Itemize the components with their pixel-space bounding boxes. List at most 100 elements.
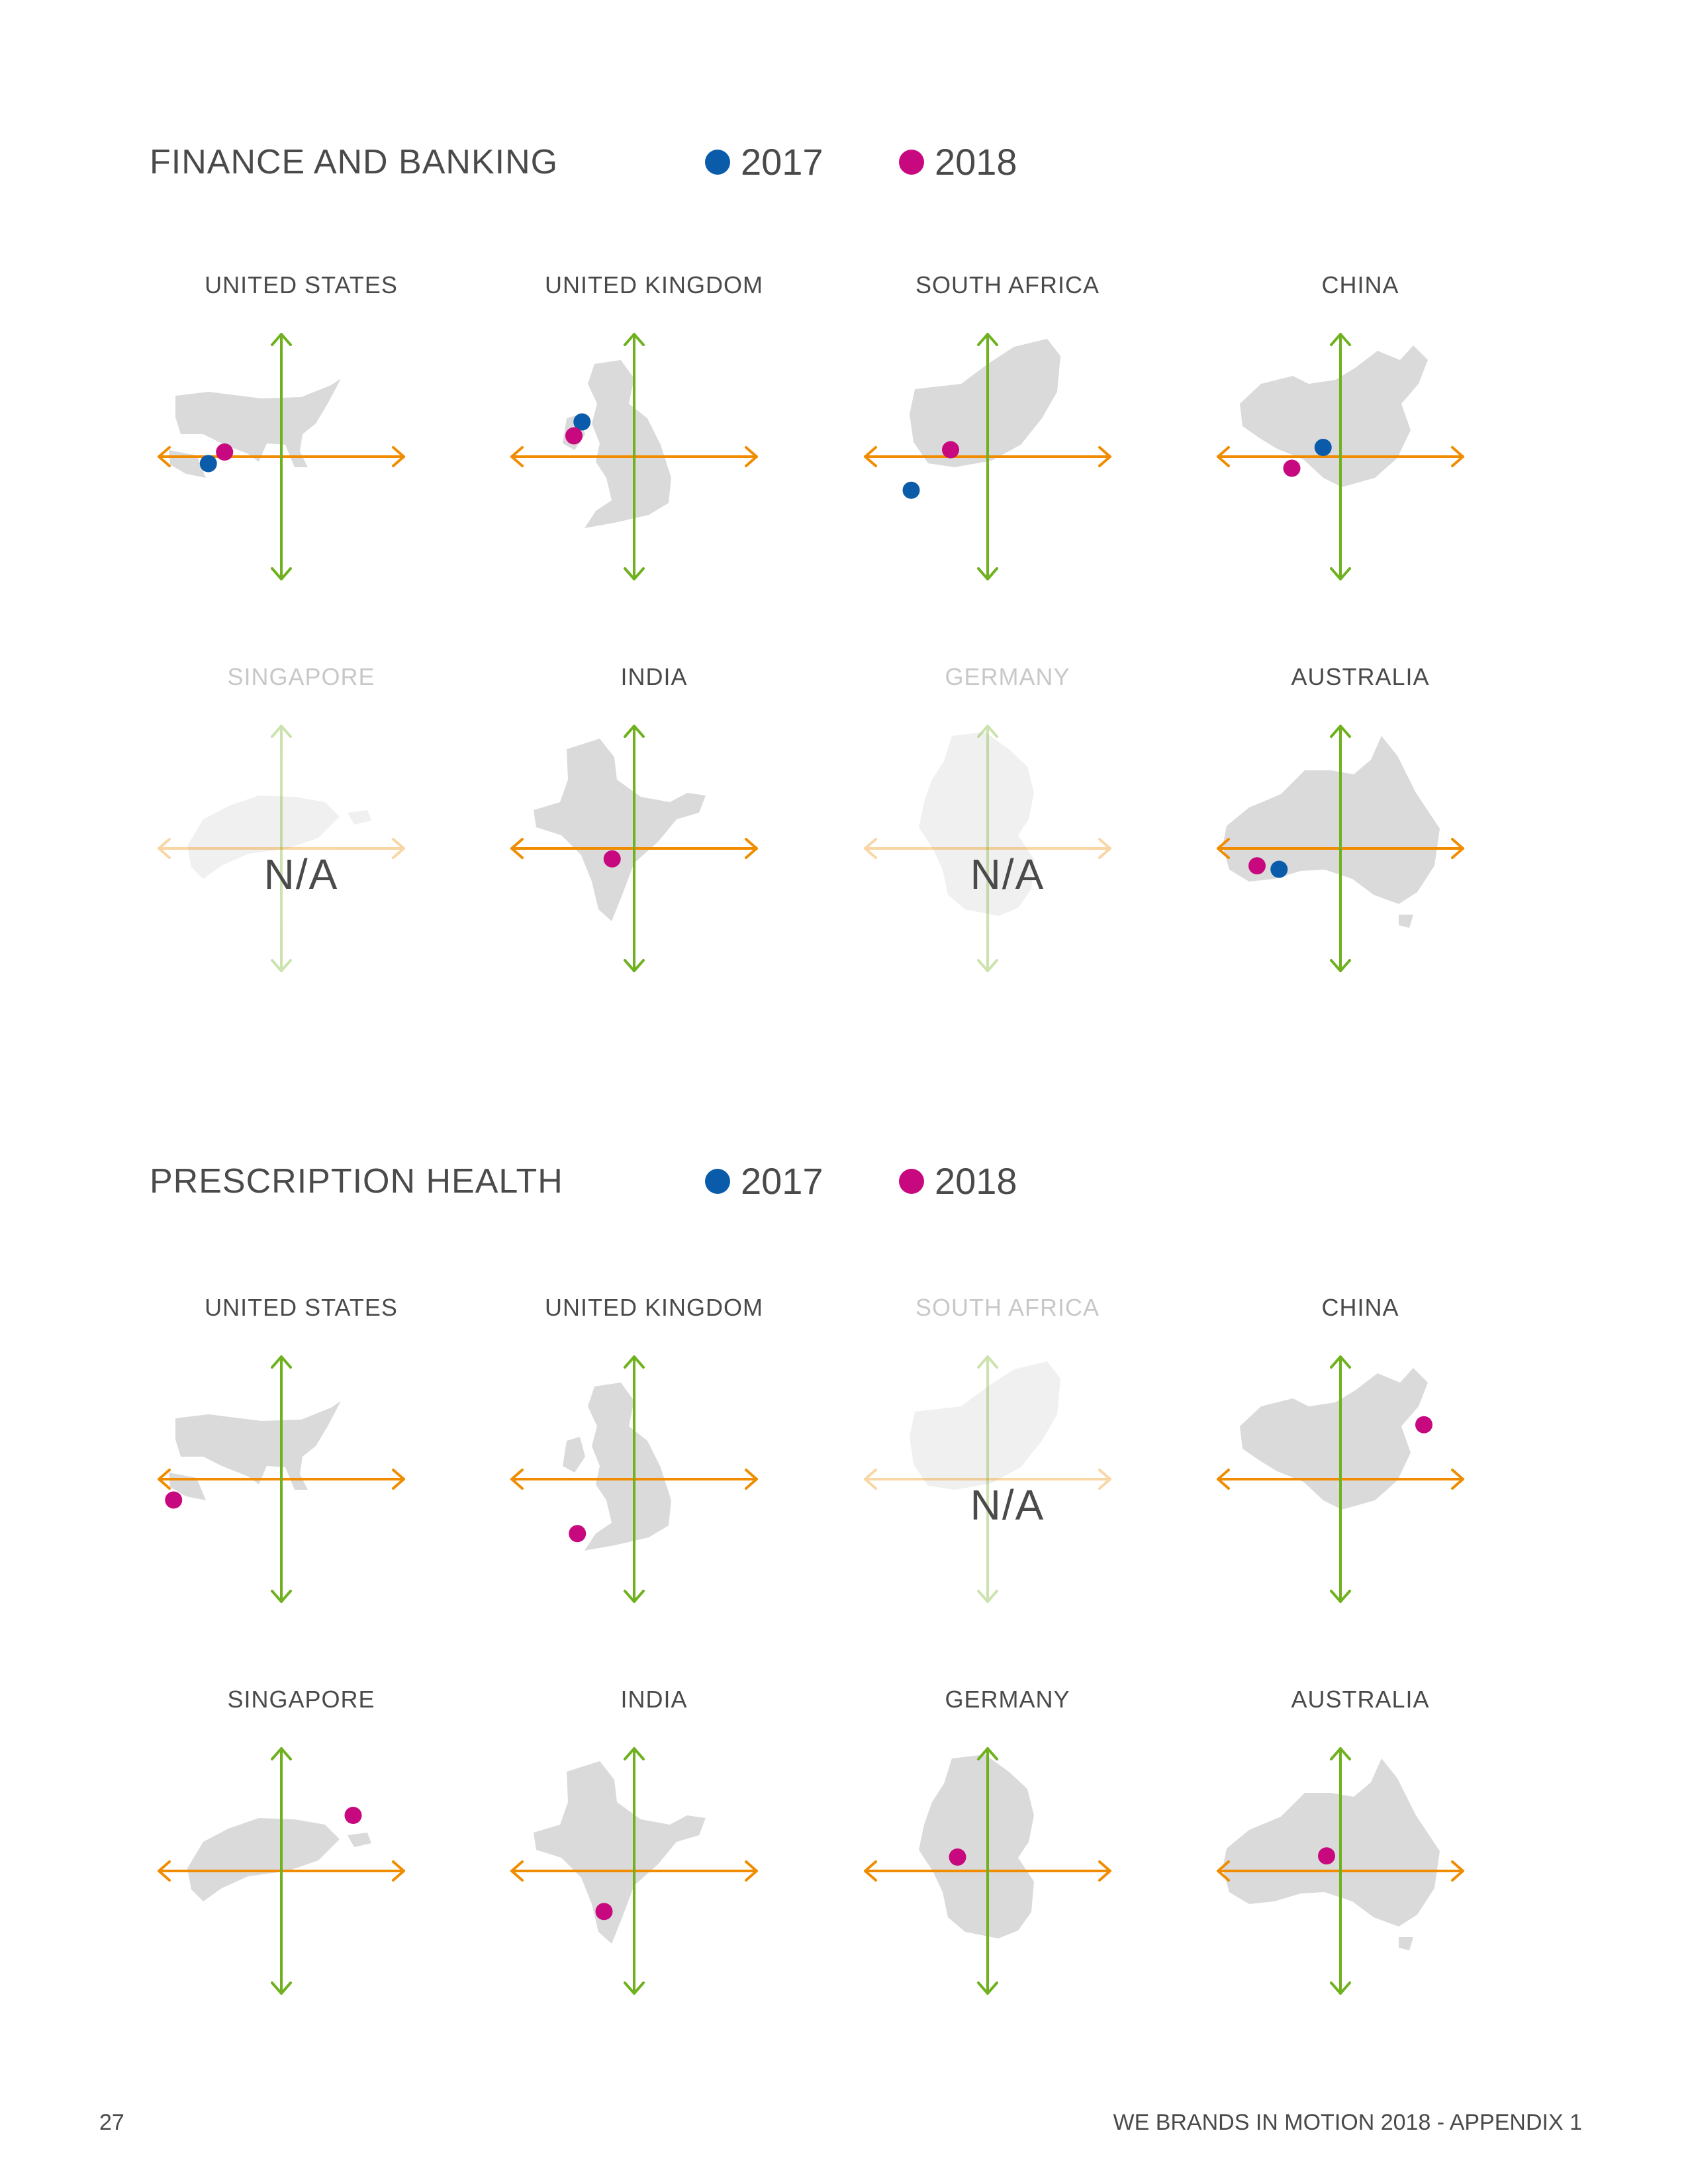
legend-dot-2017 [705, 149, 730, 175]
legend-2017: 2017 [705, 140, 823, 183]
legend-2018: 2018 [899, 1160, 1017, 1203]
scatter-plot [1217, 1355, 1464, 1603]
country-map-shape [563, 360, 671, 528]
map-panel-germany: GERMANY [835, 1686, 1180, 2030]
map-panel-united-kingdom: UNITED KINGDOM [482, 271, 826, 615]
vertical-axis-arrow [624, 333, 645, 580]
scatter-plot [864, 1747, 1111, 1995]
vertical-axis-arrow [271, 1355, 292, 1603]
country-label: SOUTH AFRICA [915, 1294, 1100, 1321]
country-label: UNITED KINGDOM [544, 271, 763, 298]
country-label: AUSTRALIA [1291, 1686, 1430, 1713]
scatter-plot [864, 1355, 1111, 1603]
scatter-plot [158, 1747, 405, 1995]
data-point-2018 [1248, 857, 1266, 875]
horizontal-axis-arrow [864, 1469, 1111, 1490]
country-label: INDIA [620, 663, 688, 690]
scatter-plot [1217, 1747, 1464, 1995]
country-map-shape [534, 1761, 706, 1944]
map-panel-united-kingdom: UNITED KINGDOM [482, 1294, 826, 1638]
vertical-axis-arrow [977, 725, 998, 972]
map-panel-china: CHINA [1188, 1294, 1532, 1638]
country-label: GERMANY [945, 663, 1070, 690]
vertical-axis-arrow [624, 725, 645, 972]
country-map-shape [910, 339, 1060, 467]
vertical-axis-arrow [624, 1747, 645, 1995]
data-point-2018 [1318, 1847, 1335, 1865]
scatter-plot [510, 725, 758, 972]
data-point-2018 [942, 441, 959, 459]
map-panel-china: CHINA [1188, 271, 1532, 615]
legend-label-2017: 2017 [741, 141, 823, 183]
country-map-shape [1240, 345, 1428, 487]
legend-dot-2018 [899, 1168, 924, 1194]
country-label: SINGAPORE [227, 1686, 375, 1713]
country-map-shape [1223, 736, 1440, 928]
vertical-axis-arrow [271, 333, 292, 580]
map-panel-australia: AUSTRALIA [1188, 663, 1532, 1007]
country-map-shape [910, 1361, 1060, 1490]
data-point-2018 [603, 850, 621, 868]
map-panel-india: INDIA [482, 663, 826, 1007]
data-point-2018 [565, 427, 583, 445]
not-available-label: N/A [970, 850, 1045, 898]
scatter-plot [864, 333, 1111, 580]
vertical-axis-arrow [977, 333, 998, 580]
scatter-plot [864, 725, 1111, 972]
scatter-plot [510, 333, 758, 580]
country-map-shape [1240, 1368, 1428, 1510]
country-map-shape [919, 1754, 1034, 1938]
scatter-plot [158, 1355, 405, 1603]
country-map-shape [169, 379, 341, 478]
data-point-2018 [165, 1491, 183, 1509]
map-panel-india: INDIA [482, 1686, 826, 2030]
country-label: SOUTH AFRICA [915, 271, 1100, 298]
map-panel-south-africa: SOUTH AFRICA [835, 271, 1180, 615]
map-panel-united-states: UNITED STATES [129, 1294, 473, 1638]
data-point-2018 [216, 443, 234, 461]
data-point-2017 [1314, 439, 1332, 456]
country-label: UNITED STATES [205, 271, 398, 298]
country-label: UNITED KINGDOM [544, 1294, 763, 1321]
legend-dot-2018 [899, 149, 924, 175]
data-point-2017 [199, 455, 217, 473]
legend-dot-2017 [705, 1168, 730, 1194]
not-available-label: N/A [970, 1481, 1045, 1529]
section-title-prescription: PRESCRIPTION HEALTH [150, 1162, 563, 1201]
data-point-2018 [1415, 1416, 1432, 1433]
scatter-plot [158, 333, 405, 580]
vertical-axis-arrow [977, 1355, 998, 1603]
legend-2018: 2018 [899, 140, 1017, 183]
data-point-2018 [949, 1848, 966, 1866]
data-point-2018 [1283, 459, 1301, 477]
vertical-axis-arrow [977, 1747, 998, 1995]
not-available-label: N/A [263, 850, 339, 898]
country-label: SINGAPORE [227, 663, 375, 690]
legend-2017: 2017 [705, 1160, 823, 1203]
map-panel-germany: GERMANY N/A [835, 663, 1180, 1007]
document-title: WE BRANDS IN MOTION 2018 - APPENDIX 1 [1113, 2110, 1582, 2135]
vertical-axis-arrow [271, 1747, 292, 1995]
scatter-plot [1217, 333, 1464, 580]
country-label: CHINA [1321, 1294, 1399, 1321]
scatter-plot [510, 1355, 758, 1603]
country-map-shape [919, 732, 1034, 916]
country-label: INDIA [620, 1686, 688, 1713]
country-map-shape [187, 796, 371, 879]
vertical-axis-arrow [624, 1355, 645, 1603]
map-panel-south-africa: SOUTH AFRICA N/A [835, 1294, 1180, 1638]
country-map-shape [534, 739, 706, 921]
legend-label-2018: 2018 [935, 141, 1017, 183]
scatter-plot [510, 1747, 758, 1995]
data-point-2018 [569, 1525, 586, 1543]
map-panel-united-states: UNITED STATES [129, 271, 473, 615]
country-label: GERMANY [945, 1686, 1070, 1713]
legend-label-2017: 2017 [741, 1160, 823, 1202]
page-number: 27 [99, 2110, 124, 2135]
vertical-axis-arrow [271, 725, 292, 972]
vertical-axis-arrow [1330, 1747, 1351, 1995]
country-label: AUSTRALIA [1291, 663, 1430, 690]
country-map-shape [563, 1383, 671, 1551]
map-panel-singapore: SINGAPORE [129, 1686, 473, 2030]
map-panel-australia: AUSTRALIA [1188, 1686, 1532, 2030]
